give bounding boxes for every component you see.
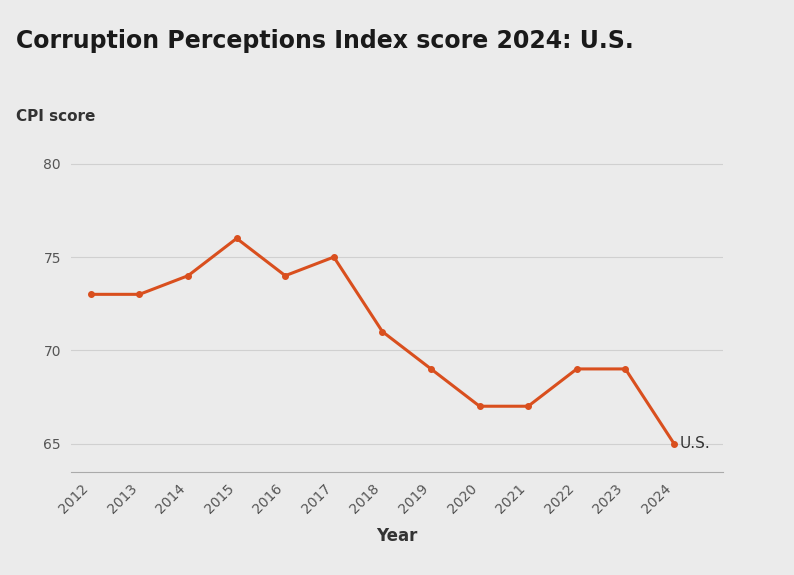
- Text: U.S.: U.S.: [680, 436, 711, 451]
- Text: CPI score: CPI score: [16, 109, 95, 124]
- X-axis label: Year: Year: [376, 527, 418, 545]
- Text: Corruption Perceptions Index score 2024: U.S.: Corruption Perceptions Index score 2024:…: [16, 29, 634, 53]
